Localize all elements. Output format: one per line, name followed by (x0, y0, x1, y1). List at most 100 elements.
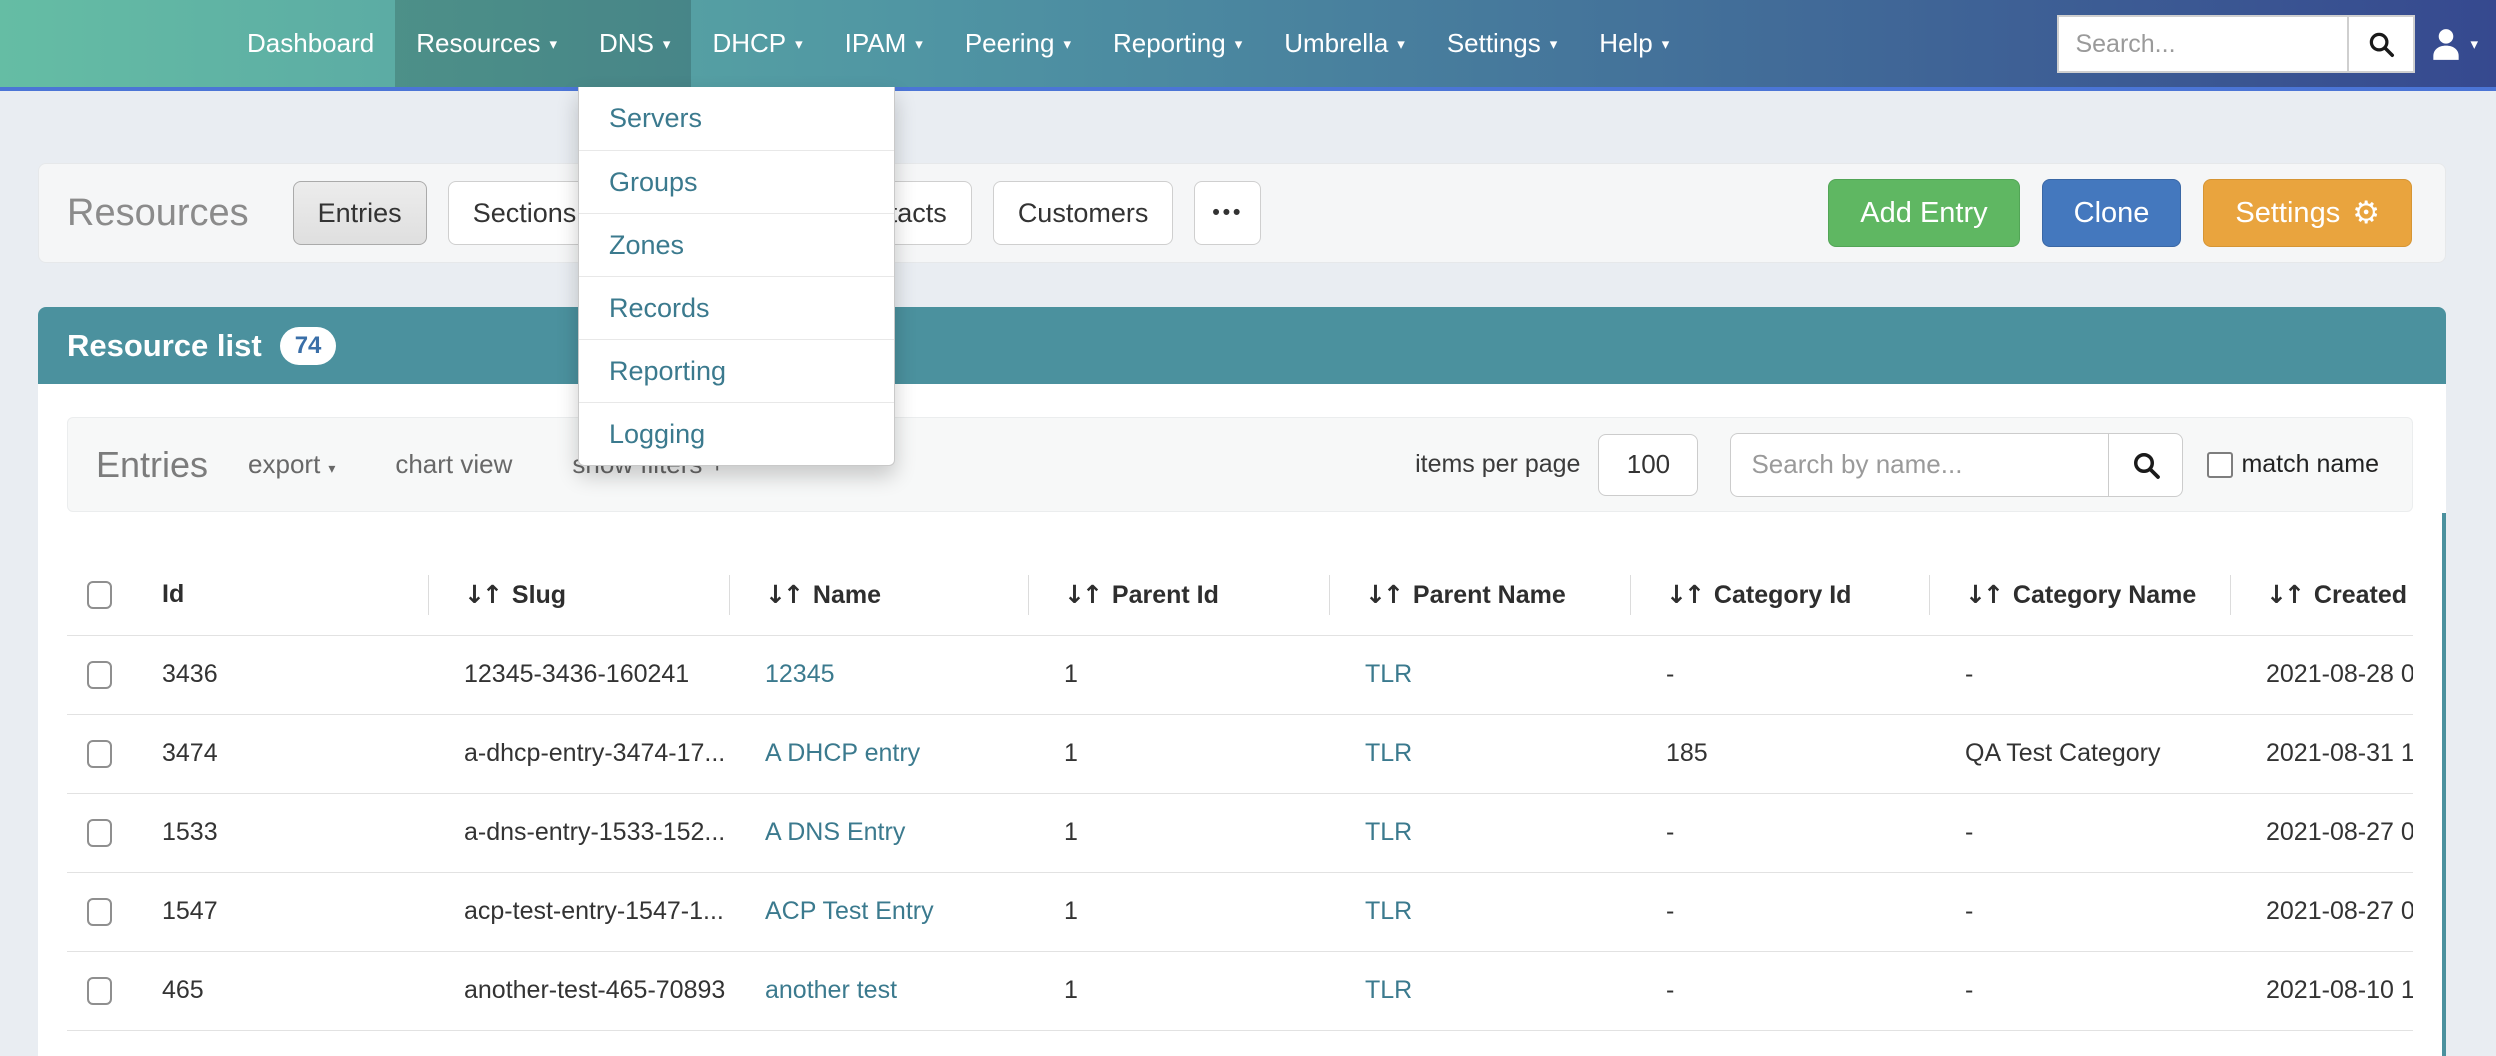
sort-icon: ↓↑ (1666, 580, 1702, 609)
caret-down-icon: ▾ (1235, 35, 1243, 53)
column-header-name[interactable]: ↓↑Name (764, 555, 1063, 635)
entries-table: Id ↓↑Slug ↓↑Name ↓↑Parent Id ↓↑Parent Na… (67, 555, 2413, 1056)
row-checkbox[interactable] (87, 977, 112, 1005)
column-label: Slug (512, 581, 566, 609)
column-header-id[interactable]: Id (161, 555, 463, 635)
gear-icon: ⚙ (2352, 195, 2380, 231)
nav-item-ipam[interactable]: IPAM▾ (824, 0, 944, 87)
row-checkbox[interactable] (87, 661, 112, 689)
cell-name-link[interactable]: 12345 (765, 660, 835, 688)
global-search-input[interactable] (2059, 17, 2347, 71)
settings-label: Settings (2235, 197, 2340, 230)
cell-parent-id: 1 (1063, 714, 1364, 793)
cell-parent-id: 1 (1063, 951, 1364, 1030)
nav-item-settings[interactable]: Settings▾ (1426, 0, 1578, 87)
search-icon (2130, 449, 2162, 481)
column-header-slug[interactable]: ↓↑ Slug (463, 555, 764, 635)
row-checkbox[interactable] (87, 740, 112, 768)
column-label: Parent Id (1112, 581, 1219, 609)
column-header-category-id[interactable]: ↓↑Category Id (1665, 555, 1964, 635)
user-icon (2427, 25, 2465, 63)
add-entry-button[interactable]: Add Entry (1828, 179, 2019, 247)
column-header-created[interactable]: ↓↑Created (2265, 555, 2413, 635)
nav-item-resources[interactable]: Resources▾ (395, 0, 578, 87)
cell-name-link[interactable]: A DNS Entry (765, 818, 905, 846)
settings-button[interactable]: Settings ⚙ (2203, 179, 2412, 247)
caret-down-icon: ▾ (549, 35, 557, 53)
row-checkbox[interactable] (87, 898, 112, 926)
column-header-parent-name[interactable]: ↓↑Parent Name (1364, 555, 1665, 635)
dns-menu-item-logging[interactable]: Logging (579, 402, 894, 465)
cell-id: 465 (161, 951, 463, 1030)
nav-item-reporting[interactable]: Reporting ▾ (1092, 0, 1263, 87)
cell-id: 3474 (161, 714, 463, 793)
cell-id: 1547 (161, 872, 463, 951)
tab-entries[interactable]: Entries (293, 181, 427, 245)
export-label: export (248, 449, 320, 479)
caret-down-icon: ▾ (328, 461, 335, 477)
cell-parent-name-link[interactable]: TLR (1365, 976, 1412, 1004)
nav-label: IPAM (845, 28, 907, 59)
caret-down-icon: ▾ (1397, 35, 1405, 53)
nav-item-dashboard[interactable]: Dashboard (226, 0, 395, 87)
column-label: Category Name (2013, 581, 2196, 609)
caret-down-icon: ▾ (1550, 35, 1558, 53)
column-header-category-name[interactable]: ↓↑Category Name (1964, 555, 2265, 635)
dns-menu-item-records[interactable]: Records (579, 276, 894, 339)
entries-table-container: Id ↓↑Slug ↓↑Name ↓↑Parent Id ↓↑Parent Na… (67, 555, 2413, 1056)
cell-name-link[interactable]: another test (765, 976, 897, 1004)
global-search-button[interactable] (2347, 17, 2413, 71)
nav-item-umbrella[interactable]: Umbrella▾ (1263, 0, 1426, 87)
table-row: 3436 12345-3436-160241 12345 1 TLR - - 2… (67, 635, 2413, 714)
cell-parent-name-link[interactable]: TLR (1365, 897, 1412, 925)
match-name-checkbox[interactable] (2207, 452, 2233, 478)
nav-item-dhcp[interactable]: DHCP▾ (691, 0, 823, 87)
search-icon (2366, 29, 2396, 59)
caret-down-icon: ▾ (663, 35, 671, 53)
cell-parent-name-link[interactable]: TLR (1365, 818, 1412, 846)
caret-down-icon: ▾ (1063, 35, 1071, 53)
cell-created: 2021-08-27 01: (2265, 872, 2413, 951)
name-search-input[interactable] (1730, 433, 2108, 497)
nav-item-peering[interactable]: Peering▾ (944, 0, 1092, 87)
export-dropdown[interactable]: export ▾ (248, 449, 335, 480)
sort-icon: ↓↑ (464, 580, 500, 609)
caret-down-icon: ▾ (795, 35, 803, 53)
nav-item-help[interactable]: Help▾ (1578, 0, 1690, 87)
nav-menu: Dashboard Resources▾ DNS▾ DHCP▾ IPAM▾ Pe… (226, 0, 1690, 87)
tab-customers[interactable]: Customers (993, 181, 1174, 245)
dns-menu-item-zones[interactable]: Zones (579, 213, 894, 276)
cell-slug: a-dns-entry-1533-152... (463, 793, 764, 872)
sort-icon: ↓↑ (1064, 580, 1100, 609)
row-checkbox[interactable] (87, 819, 112, 847)
clone-label: Clone (2074, 197, 2150, 230)
match-name-label: match name (2241, 450, 2379, 479)
dns-menu-item-groups[interactable]: Groups (579, 150, 894, 213)
cell-slug: a-dhcp-entry-3474-17... (463, 714, 764, 793)
cell-parent-name-link[interactable]: TLR (1365, 739, 1412, 767)
table-header-row: Id ↓↑Slug ↓↑Name ↓↑Parent Id ↓↑Parent Na… (67, 555, 2413, 635)
cell-slug: acp-test-entry-1547-1... (463, 872, 764, 951)
cell-created: 2021-08-28 00: (2265, 635, 2413, 714)
column-header-parent-id[interactable]: ↓↑ Parent Id (1063, 555, 1364, 635)
select-all-checkbox[interactable] (87, 581, 112, 609)
dns-menu-item-servers[interactable]: Servers (579, 87, 894, 150)
cell-name-link[interactable]: ACP Test Entry (765, 897, 934, 925)
nav-item-dns[interactable]: DNS▾ (578, 0, 691, 87)
cell-slug: another-test-465-70893 (463, 951, 764, 1030)
chart-view-link[interactable]: chart view (395, 449, 512, 480)
column-label: Created (2314, 581, 2407, 609)
column-label: Name (813, 581, 881, 609)
header-actions: Add Entry Clone Settings ⚙ (1828, 179, 2412, 247)
nav-label: Dashboard (247, 28, 374, 59)
table-row: 465 another-test-465-70893 another test … (67, 951, 2413, 1030)
user-menu[interactable]: ▾ (2427, 25, 2478, 63)
cell-parent-name-link[interactable]: TLR (1365, 660, 1412, 688)
clone-button[interactable]: Clone (2042, 179, 2182, 247)
cell-name-link[interactable]: A DHCP entry (765, 739, 920, 767)
dns-menu-item-reporting[interactable]: Reporting (579, 339, 894, 402)
items-per-page-input[interactable] (1598, 434, 1698, 496)
nav-label: Reporting (1113, 28, 1226, 59)
name-search-button[interactable] (2108, 433, 2183, 497)
more-tabs-button[interactable]: ••• (1194, 181, 1261, 245)
